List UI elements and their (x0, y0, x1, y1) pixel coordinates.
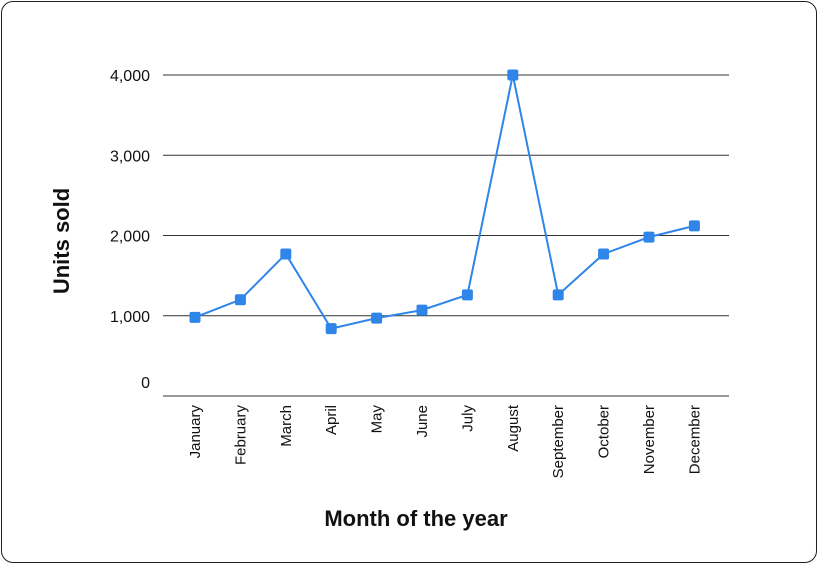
x-tick-label: February (232, 405, 249, 466)
y-tick-labels: 4,000 3,000 2,000 1,000 0 (110, 68, 150, 392)
data-point (234, 294, 246, 306)
data-point (189, 311, 201, 323)
x-tick-label: October (596, 405, 613, 458)
data-point (280, 248, 292, 260)
gridlines (163, 74, 729, 397)
x-axis-title: Month of the year (324, 506, 508, 531)
y-axis-title: Units sold (49, 188, 74, 294)
data-point (461, 289, 473, 301)
x-tick-label: May (369, 405, 386, 434)
data-point (552, 289, 564, 301)
y-tick-label: 0 (141, 375, 150, 392)
x-tick-label: July (459, 405, 476, 432)
data-point (371, 312, 383, 324)
x-tick-label: April (323, 405, 340, 435)
x-tick-label: March (278, 405, 295, 447)
y-tick-label: 1,000 (110, 309, 150, 326)
data-point (325, 323, 337, 335)
data-point (688, 220, 700, 232)
x-tick-label: June (414, 405, 431, 438)
data-point (598, 248, 610, 260)
data-point (507, 69, 519, 81)
data-point (643, 231, 655, 243)
x-tick-label: September (550, 405, 567, 478)
x-tick-label: January (187, 405, 204, 459)
x-tick-label: August (505, 404, 522, 452)
data-points (189, 69, 700, 335)
x-tick-labels: January February March April May June July Augu… (187, 404, 703, 478)
data-point (416, 304, 428, 316)
x-tick-label: December (686, 405, 703, 474)
y-tick-label: 2,000 (110, 229, 150, 246)
y-tick-label: 4,000 (110, 68, 150, 85)
series-line (194, 74, 695, 330)
y-tick-label: 3,000 (110, 148, 150, 165)
x-tick-label: November (641, 405, 658, 474)
